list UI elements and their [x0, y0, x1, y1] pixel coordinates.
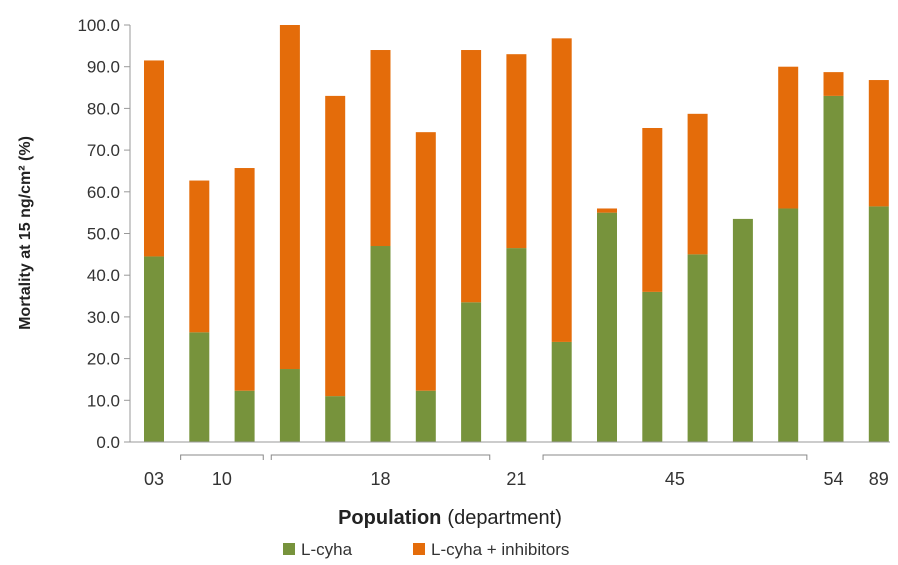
- bar-l-cyha-inhibitors: [189, 180, 210, 333]
- group-bracket: [542, 454, 808, 460]
- bar-l-cyha: [506, 248, 527, 442]
- bar-l-cyha-inhibitors: [868, 80, 889, 207]
- x-axis: 03 10 18 21 45 54 89: [130, 441, 890, 489]
- bars: [144, 25, 889, 442]
- group-bracket: [270, 454, 491, 460]
- bar-l-cyha-inhibitors: [325, 95, 346, 397]
- y-tick-label: 40.0: [87, 266, 120, 285]
- bar-l-cyha: [551, 341, 572, 442]
- y-tick-label: 100.0: [77, 16, 120, 35]
- x-group-label: 21: [506, 469, 526, 489]
- bar-l-cyha: [687, 254, 708, 442]
- bar-l-cyha-inhibitors: [778, 66, 799, 209]
- bar-l-cyha-inhibitors: [823, 72, 844, 96]
- legend-label: L-cyha + inhibitors: [431, 540, 569, 559]
- bar-l-cyha-inhibitors: [551, 38, 572, 342]
- bar-l-cyha-inhibitors: [642, 127, 663, 292]
- y-axis-title: Mortality at 15 ng/cm² (%): [17, 136, 34, 330]
- bar-l-cyha: [370, 246, 391, 442]
- x-group-label: 03: [144, 469, 164, 489]
- x-axis-title: Population (department): [338, 507, 562, 529]
- y-tick-label: 70.0: [87, 141, 120, 160]
- bar-l-cyha: [325, 396, 346, 442]
- bar-l-cyha: [189, 332, 210, 442]
- bar-l-cyha: [144, 256, 164, 442]
- x-group-label: 54: [823, 469, 843, 489]
- bar-l-cyha-inhibitors: [370, 50, 391, 247]
- x-group-label: 18: [370, 469, 390, 489]
- bar-l-cyha: [868, 206, 889, 442]
- bar-l-cyha-inhibitors: [506, 54, 527, 249]
- bar-l-cyha: [597, 212, 617, 442]
- bar-l-cyha-inhibitors: [279, 25, 300, 370]
- y-tick-label: 20.0: [87, 350, 120, 369]
- bar-l-cyha: [732, 218, 753, 442]
- bar-l-cyha-inhibitors: [597, 208, 617, 213]
- legend: L-cyha L-cyha + inhibitors: [283, 540, 569, 559]
- y-tick-label: 50.0: [87, 225, 120, 244]
- y-tick-label: 60.0: [87, 183, 120, 202]
- x-group-label: 45: [665, 469, 685, 489]
- x-group-label: 10: [212, 469, 232, 489]
- group-bracket: [180, 454, 264, 460]
- y-axis: 0.0 10.0 20.0 30.0 40.0 50.0 60.0 70.0 80.0 90.0 1…: [77, 16, 131, 452]
- y-tick-label: 90.0: [87, 58, 120, 77]
- bar-l-cyha-inhibitors: [415, 132, 436, 391]
- bar-l-cyha: [415, 390, 436, 442]
- legend-label: L-cyha: [301, 540, 353, 559]
- legend-swatch: [413, 543, 425, 555]
- bar-l-cyha-inhibitors: [234, 168, 255, 391]
- bar-l-cyha: [823, 95, 844, 442]
- y-tick-label: 0.0: [96, 433, 120, 452]
- bar-l-cyha: [234, 390, 255, 442]
- bar-l-cyha: [461, 302, 482, 442]
- bar-l-cyha-inhibitors: [461, 50, 482, 303]
- bar-l-cyha-inhibitors: [144, 60, 164, 257]
- legend-swatch: [283, 543, 295, 555]
- x-group-label: 89: [869, 469, 889, 489]
- y-tick-label: 30.0: [87, 308, 120, 327]
- y-tick-label: 10.0: [87, 391, 120, 410]
- bar-l-cyha: [279, 369, 300, 442]
- bar-l-cyha: [778, 208, 799, 442]
- y-tick-label: 80.0: [87, 99, 120, 118]
- bar-l-cyha: [642, 291, 663, 442]
- bar-l-cyha-inhibitors: [687, 113, 708, 255]
